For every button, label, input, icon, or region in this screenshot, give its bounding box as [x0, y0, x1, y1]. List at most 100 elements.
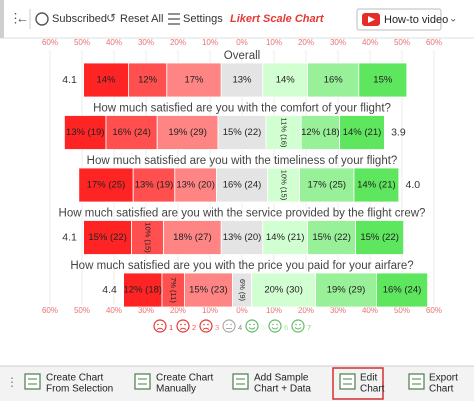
legend-label: 4 [238, 323, 242, 332]
data-label: 16% (24) [383, 285, 422, 296]
data-label: 13% (19) [66, 127, 105, 138]
ribbon-icon[interactable] [339, 373, 356, 390]
data-label: 10% (15) [144, 222, 153, 253]
ribbon-button-label[interactable]: Create Chart [46, 373, 103, 384]
likert-segment [132, 167, 176, 203]
x-tick-label: 50% [394, 38, 410, 47]
data-label: 14% [96, 75, 116, 86]
likert-segment [220, 62, 264, 98]
question-title: How much satisfied are you with the comf… [93, 103, 391, 115]
x-tick-label: 0% [236, 38, 248, 47]
legend-face [222, 319, 236, 333]
question-title: How much satisfied are you with the serv… [59, 208, 426, 220]
likert-segment [127, 62, 168, 98]
legend-face [176, 319, 190, 333]
subscribe-icon[interactable] [35, 12, 49, 26]
data-label: 13% (20) [223, 232, 262, 243]
video-label[interactable]: How-to video [384, 14, 448, 26]
back-icon[interactable]: ← [16, 10, 29, 25]
question-title: Overall [224, 50, 260, 62]
x-tick-label: 60% [426, 306, 442, 315]
average-label: 3.9 [391, 126, 406, 138]
chart: 60% 60% 50% 50% 40% 40% 30% 30% 20% 20% 10% 10% 0% 0%… [42, 38, 442, 333]
settings-icon[interactable] [168, 13, 180, 25]
dropdown-icon[interactable]: ⌄ [449, 14, 457, 25]
likert-segment [265, 115, 302, 150]
data-label: 15% [373, 75, 393, 86]
x-tick-label: 20% [170, 38, 186, 47]
data-label: 14% [276, 75, 296, 86]
app-title: Likert Scale Chart [230, 13, 325, 25]
x-tick-label: 20% [170, 306, 186, 315]
legend-eye [157, 323, 159, 326]
ribbon-icon[interactable] [24, 373, 41, 390]
play-icon [368, 16, 375, 23]
legend-face [268, 319, 282, 333]
data-label: 17% [184, 75, 204, 86]
reset-icon[interactable]: ↺ [106, 11, 116, 25]
data-label: 11% (16) [280, 118, 289, 148]
x-tick-label: 30% [138, 38, 154, 47]
ribbon-button-label[interactable]: Chart + Data [254, 384, 311, 395]
likert-segment [267, 167, 301, 203]
ribbon-icon[interactable] [134, 373, 151, 390]
pane-edge [0, 0, 4, 38]
legend-eye [230, 323, 232, 326]
ribbon-button-label[interactable]: Create Chart [156, 373, 213, 384]
likert-segment [355, 220, 405, 255]
data-label: 13% (19) [135, 180, 174, 191]
subscribed-button[interactable]: Subscribed [52, 13, 107, 25]
x-tick-label: 20% [298, 38, 314, 47]
x-tick-label: 30% [138, 306, 154, 315]
likert-segment [353, 167, 400, 203]
ribbon-button-label[interactable]: Manually [156, 384, 196, 395]
reset-button[interactable]: Reset All [120, 13, 163, 25]
likert-segment [217, 115, 267, 150]
x-tick-label: 50% [74, 306, 90, 315]
legend-mouth [271, 327, 279, 330]
data-label: 18% (27) [173, 232, 212, 243]
likert-segment [220, 220, 264, 255]
likert-segment [358, 62, 408, 98]
likert-segment [174, 167, 217, 203]
legend-mouth [156, 327, 164, 330]
x-tick-label: 50% [74, 38, 90, 47]
ribbon-button-label[interactable]: Export [429, 373, 458, 384]
likert-segment [251, 272, 317, 308]
x-tick-label: 30% [330, 306, 346, 315]
x-tick-label: 40% [362, 306, 378, 315]
ribbon-button-label[interactable]: Edit [360, 373, 377, 384]
ribbon-icon[interactable] [232, 373, 249, 390]
legend-label: 1 [169, 323, 173, 332]
x-tick-label: 0% [236, 306, 248, 315]
x-tick-label: 60% [42, 38, 58, 47]
ribbon-button-label[interactable]: Add Sample [254, 373, 309, 384]
likert-segment [78, 167, 134, 203]
settings-button[interactable]: Settings [183, 13, 223, 25]
ribbon-button-label[interactable]: Chart [360, 384, 385, 395]
data-label: 10% (15) [280, 170, 289, 201]
ribbon-button-label[interactable]: From Selection [46, 384, 113, 395]
data-label: 15% (22) [360, 232, 399, 243]
ribbon-icon[interactable] [408, 373, 425, 390]
data-label: 17% (25) [87, 180, 126, 191]
x-tick-label: 40% [106, 38, 122, 47]
menu-icon[interactable]: ⋮ [9, 10, 22, 25]
likert-segment [83, 220, 132, 255]
legend-label: 3 [215, 323, 219, 332]
ribbon-button-label[interactable]: Chart [429, 384, 454, 395]
legend-eye [184, 323, 186, 326]
data-label: 16% [324, 75, 344, 86]
data-label: 15% (22) [312, 232, 351, 243]
data-label: 19% (29) [327, 285, 366, 296]
legend-eye [299, 323, 301, 326]
legend-label: 5 [261, 323, 265, 332]
likert-segment [300, 115, 341, 150]
average-label: 4.4 [102, 284, 117, 296]
x-tick-label: 10% [266, 306, 282, 315]
x-tick-label: 60% [426, 38, 442, 47]
data-label: 19% (29) [168, 127, 207, 138]
x-tick-label: 30% [330, 38, 346, 47]
x-tick-label: 10% [202, 38, 218, 47]
legend-eye [272, 323, 274, 326]
